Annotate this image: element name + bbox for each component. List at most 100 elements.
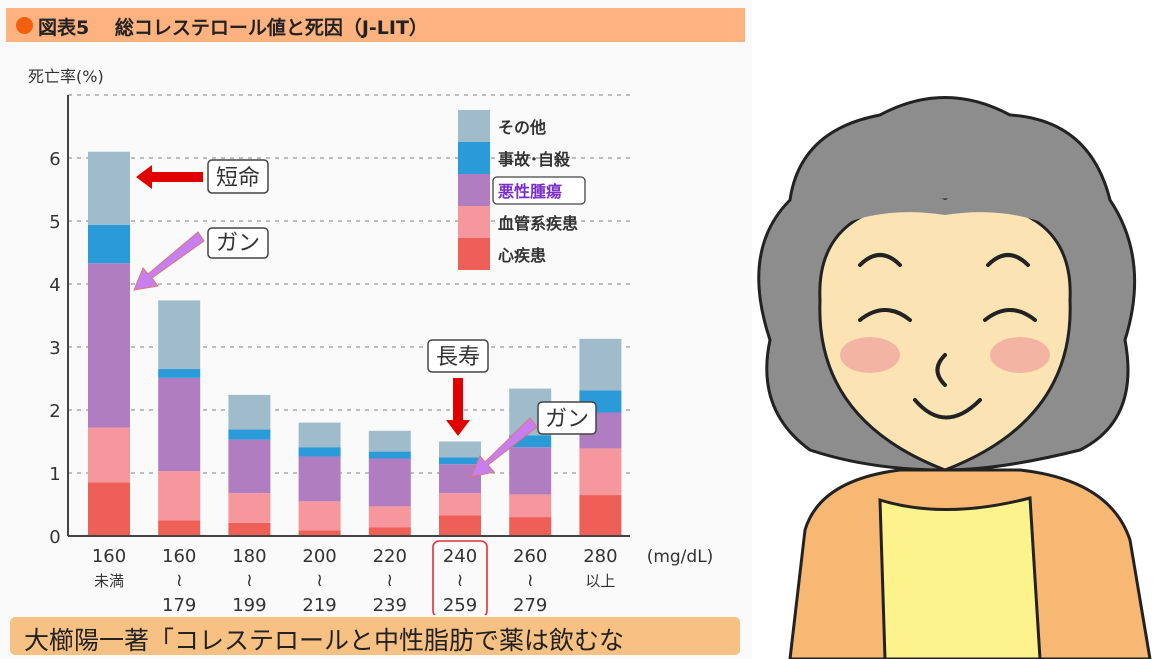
annotation-label: ガン — [216, 231, 260, 256]
legend-swatch — [458, 174, 490, 206]
x-tick-label: ≀ — [457, 570, 464, 591]
bar-segment — [158, 377, 201, 472]
bar-segment — [88, 263, 130, 428]
bar-segment — [298, 530, 341, 536]
chart-title: 図表5 総コレステロール値と死因（J-LIT） — [38, 17, 428, 39]
bar-segment — [228, 394, 271, 430]
x-tick-label: ≀ — [316, 570, 323, 591]
annotation-box — [207, 227, 269, 259]
chart-header: 図表5 総コレステロール値と死因（J-LIT） — [6, 8, 745, 42]
bar-segment — [509, 435, 552, 448]
legend-highlight-box — [492, 176, 586, 205]
x-tick-label: 240 — [443, 546, 477, 567]
y-tick-label: 5 — [49, 212, 60, 233]
x-tick-label: 239 — [373, 595, 407, 615]
bar-segment — [298, 422, 341, 448]
bar-segment — [88, 224, 130, 264]
y-tick-label: 1 — [49, 464, 60, 485]
bar-segment — [158, 471, 201, 521]
x-tick-label: 160 — [92, 546, 126, 567]
bar-segment — [579, 448, 622, 496]
y-tick-label: 3 — [49, 338, 60, 359]
x-tick-label: 260 — [513, 546, 547, 567]
arrow-down-left-icon — [470, 417, 538, 478]
bar-segment — [368, 527, 411, 536]
source-caption: 大櫛陽一著「コレステロールと中性脂肪で薬は飲むな — [10, 617, 740, 655]
x-tick-label: ≀ — [246, 570, 253, 591]
x-tick-label: 180 — [232, 546, 266, 567]
bar-segment — [368, 458, 411, 507]
annotation-label: 長寿 — [436, 345, 480, 370]
grandma-face — [818, 190, 1072, 472]
stacked-bar-chart: 0 1 2 3 4 5 6 死亡率(%) 160 未満 160 ≀ 179 180 ≀ 199 200 ≀ 219 2… — [28, 67, 714, 615]
arrow-left-icon — [136, 165, 203, 189]
x-tick-label: 未満 — [94, 572, 124, 590]
bar-segment — [439, 457, 481, 465]
legend-label: 心疾患 — [498, 246, 546, 265]
bar-segment — [228, 522, 271, 536]
bar-segment — [439, 493, 481, 516]
bar-segment — [368, 506, 411, 528]
x-tick-label: 160 — [162, 546, 196, 567]
bar-segment — [158, 300, 201, 370]
legend-swatch — [458, 110, 490, 142]
x-tick-label: ≀ — [176, 570, 183, 591]
bar-segment — [228, 439, 271, 494]
bar-segment — [88, 151, 130, 225]
legend-label: 血管系疾患 — [498, 214, 578, 233]
bar-segment — [88, 482, 130, 536]
x-tick-label: 179 — [162, 595, 196, 615]
annotation-box — [537, 401, 597, 435]
grandma-body — [788, 468, 1152, 659]
bar-segment — [158, 369, 201, 378]
bar-segment — [228, 493, 271, 523]
bar-segment — [579, 338, 622, 391]
annotation-label: 短命 — [216, 166, 260, 191]
annotation-box — [427, 339, 489, 373]
bullet-icon — [16, 17, 33, 34]
legend-label: 事故･自殺 — [498, 150, 571, 169]
bar-segment — [368, 451, 411, 459]
x-tick-label: 259 — [443, 595, 477, 615]
annotation-label: ガン — [545, 407, 589, 432]
bar-segment — [298, 501, 341, 531]
x-tick-label: 219 — [302, 595, 336, 615]
bar-segment — [509, 447, 552, 495]
bar-segment — [579, 495, 622, 536]
y-tick-label: 4 — [49, 275, 60, 296]
highlight-box — [432, 540, 488, 615]
bar-segment — [298, 447, 341, 457]
legend-swatch — [458, 206, 490, 238]
bar-segment — [158, 520, 201, 536]
arrow-down-icon — [446, 378, 470, 436]
bar-segment — [509, 494, 552, 518]
bar-segment — [298, 456, 341, 502]
bar-segment — [228, 429, 271, 440]
x-tick-label: ≀ — [527, 570, 534, 591]
x-tick-label: 以上 — [585, 572, 615, 590]
bar-segment — [509, 517, 552, 536]
bar-segment — [439, 515, 481, 536]
x-tick-label: 280 — [583, 546, 617, 567]
y-axis-label: 死亡率(%) — [28, 67, 104, 86]
bar-segment — [368, 430, 411, 452]
legend-label: その他 — [498, 118, 546, 137]
y-tick-label: 0 — [49, 527, 60, 548]
y-tick-label: 2 — [49, 401, 60, 422]
grandma-hair — [757, 96, 1137, 472]
annotation-box — [207, 159, 269, 194]
x-tick-label: ≀ — [386, 570, 393, 591]
x-tick-label: 199 — [232, 595, 266, 615]
legend-swatch — [458, 238, 490, 270]
x-tick-label: 220 — [373, 546, 407, 567]
x-tick-label: 200 — [302, 546, 336, 567]
legend-swatch — [458, 142, 490, 174]
y-tick-label: 6 — [49, 149, 60, 170]
source-text: 大櫛陽一著「コレステロールと中性脂肪で薬は飲むな — [24, 626, 625, 655]
arrow-down-left-icon — [133, 231, 205, 291]
bar-segment — [88, 427, 130, 483]
legend-label: 悪性腫瘍 — [498, 182, 562, 201]
x-axis-unit: (mg/dL) — [647, 547, 714, 567]
x-tick-label: 279 — [513, 595, 547, 615]
bar-segment — [439, 441, 481, 458]
